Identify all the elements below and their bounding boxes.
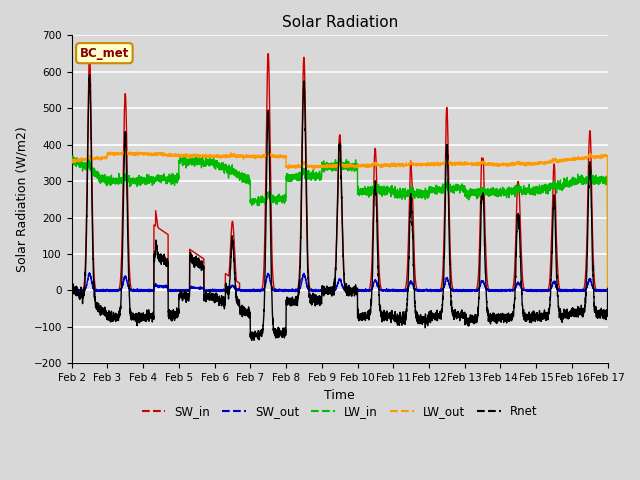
Text: BC_met: BC_met [80,47,129,60]
Y-axis label: Solar Radiation (W/m2): Solar Radiation (W/m2) [15,127,28,272]
Title: Solar Radiation: Solar Radiation [282,15,398,30]
Legend: SW_in, SW_out, LW_in, LW_out, Rnet: SW_in, SW_out, LW_in, LW_out, Rnet [137,401,543,423]
X-axis label: Time: Time [324,389,355,402]
